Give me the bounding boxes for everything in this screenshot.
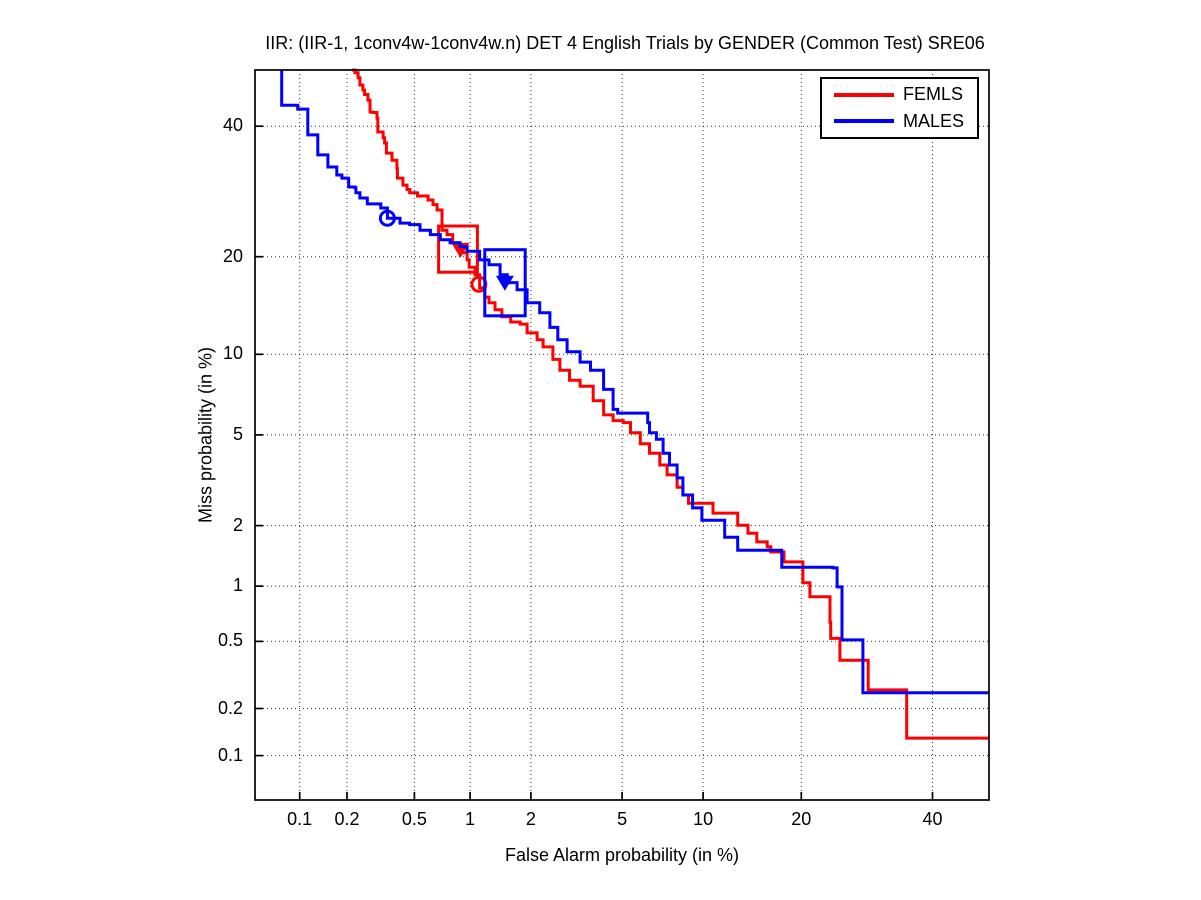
x-tick-label: 5 (617, 809, 628, 829)
y-tick-label: 20 (222, 245, 243, 266)
males-series (280, 70, 989, 695)
males-triangle-marker (495, 275, 514, 291)
axes (254, 69, 990, 801)
x-tick-label: 40 (922, 809, 943, 829)
femls-series (351, 68, 989, 740)
y-tick-label: 1 (232, 575, 243, 596)
legend-label-femls: FEMLS (903, 84, 964, 105)
x-tick-label: 0.1 (287, 809, 313, 829)
femls-dcf-box (437, 224, 479, 274)
males-circle-marker (378, 209, 396, 227)
chart-title: IIR: (IIR-1, 1conv4w-1conv4w.n) DET 4 En… (265, 33, 985, 53)
y-tick-label: 0.5 (217, 630, 243, 651)
legend-item-femls: FEMLS (834, 84, 977, 105)
x-tick-label: 2 (525, 809, 536, 829)
femls-curve (351, 68, 989, 740)
x-tick-label: 1 (465, 809, 476, 829)
x-axis-label: False Alarm probability (in %) (504, 845, 740, 865)
x-tick-label: 20 (791, 809, 812, 829)
y-tick-label: 0.2 (217, 697, 243, 718)
legend-label-males: MALES (903, 110, 965, 131)
legend-item-males: MALES (834, 111, 977, 132)
y-tick-label: 10 (222, 343, 243, 364)
males-curve (280, 70, 989, 695)
x-tick-label: 10 (693, 809, 714, 829)
y-tick-label: 40 (222, 115, 243, 136)
x-tick-label: 0.2 (334, 809, 360, 829)
grid (255, 70, 989, 800)
y-tick-label: 2 (232, 514, 243, 535)
males-dcf-box (483, 248, 527, 318)
y-tick-label: 5 (232, 423, 243, 444)
y-tick-label: 0.1 (217, 744, 243, 765)
x-tick-label: 0.5 (401, 809, 427, 829)
femls-line-swatch (834, 92, 894, 97)
legend: FEMLS MALES (820, 77, 979, 139)
males-line-swatch (834, 119, 894, 124)
